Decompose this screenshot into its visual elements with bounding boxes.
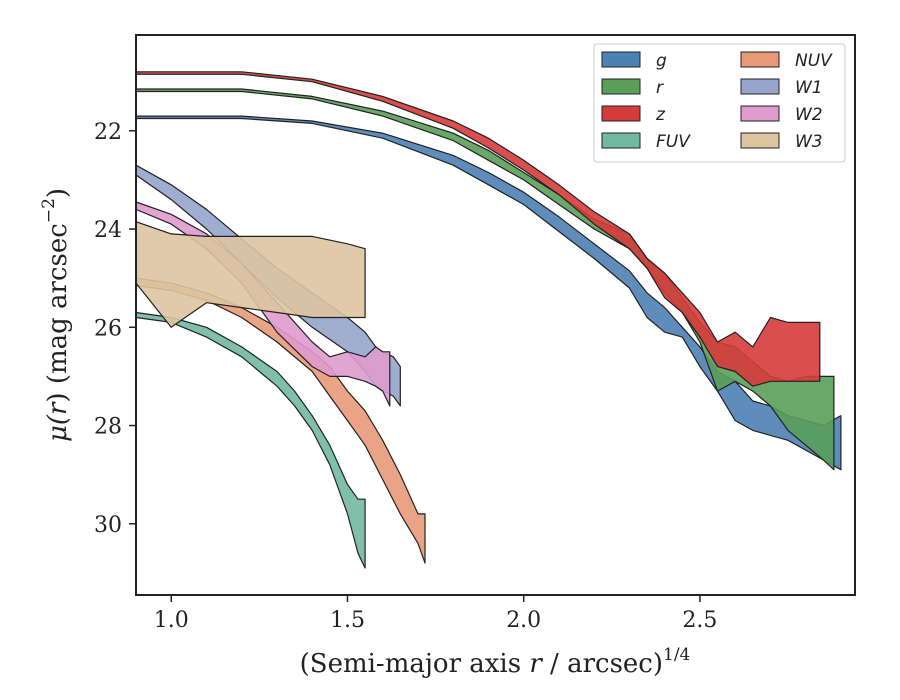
- x-tick-label: 1.0: [154, 608, 189, 633]
- y-tick-label: 24: [94, 218, 122, 243]
- plot-frame: [135, 34, 856, 596]
- legend-swatch-w3: [740, 132, 780, 149]
- legend-swatch-z: [601, 105, 641, 122]
- legend-swatch-g: [601, 51, 641, 68]
- legend-label-nuv: NUV: [795, 51, 833, 71]
- legend-frame: [593, 43, 846, 163]
- y-tick-label: 26: [94, 316, 122, 341]
- legend-label-w3: W3: [795, 132, 823, 152]
- legend-swatch-nuv: [740, 51, 780, 68]
- legend-swatch-w2: [740, 105, 780, 122]
- y-tick-label: 28: [94, 415, 122, 440]
- x-axis-label-var: r: [529, 649, 543, 679]
- legend-label-g: g: [656, 51, 667, 71]
- y-axis-label-post: ) (mag arcsec: [43, 223, 73, 402]
- legend-label-z: z: [655, 105, 666, 125]
- band-g: [136, 115, 842, 471]
- legend-label-r: r: [656, 78, 664, 98]
- y-axis-label-end: ): [43, 188, 73, 198]
- band-r: [136, 88, 835, 471]
- legend-swatch-r: [601, 78, 641, 95]
- band-w3: [136, 221, 366, 328]
- x-axis-label-exponent: 1/4: [663, 645, 690, 665]
- x-tick-label: 1.5: [330, 608, 365, 633]
- y-axis-label-pre: μ(: [43, 414, 73, 442]
- x-tick-label: 2.0: [506, 608, 541, 633]
- x-axis-label: (Semi-major axis r / arcsec)1/4: [300, 645, 691, 679]
- y-axis-label-exponent: −2: [39, 198, 59, 223]
- x-axis-label-pre: (Semi-major axis: [300, 649, 530, 679]
- x-axis: 1.0 1.5 2.0 2.5: [154, 595, 717, 633]
- legend-label-w2: W2: [795, 105, 823, 125]
- legend-swatch-fuv: [601, 132, 641, 149]
- y-axis-label: μ(r) (mag arcsec−2): [39, 188, 73, 442]
- legend: grz FUV NUV W1 W2 W3: [593, 43, 846, 163]
- band-z: [136, 71, 821, 387]
- legend-label-w1: W1: [795, 78, 823, 98]
- y-axis: 22 24 26 28 30: [94, 120, 136, 538]
- band-fuv: [136, 311, 366, 569]
- y-axis-label-var: r: [43, 401, 73, 415]
- legend-swatch-w1: [740, 78, 780, 95]
- x-tick-label: 2.5: [682, 608, 717, 633]
- y-tick-label: 30: [94, 513, 122, 538]
- y-tick-label: 22: [94, 120, 122, 145]
- x-axis-label-post: / arcsec): [542, 649, 663, 679]
- series-layer: [136, 71, 842, 569]
- legend-label-fuv: FUV: [656, 132, 691, 152]
